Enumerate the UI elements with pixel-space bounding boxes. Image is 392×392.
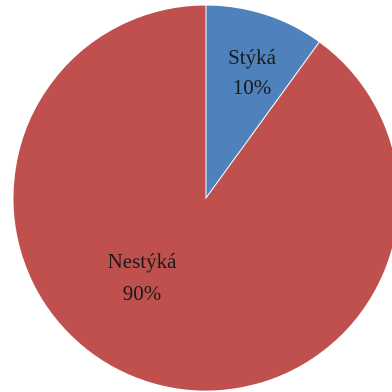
pie-slice-0 [205,4,321,200]
pie-slices [12,4,392,392]
pie-slice-1 [12,4,392,392]
pie-labels: Stýká 10% Nestýká 90% [108,45,277,305]
slice-label-nestyka-value: 90% [123,281,162,305]
slice-label-nestyka-name: Nestýká [108,249,177,273]
slice-label-styka-name: Stýká [228,45,277,69]
slice-label-styka-value: 10% [233,75,272,99]
